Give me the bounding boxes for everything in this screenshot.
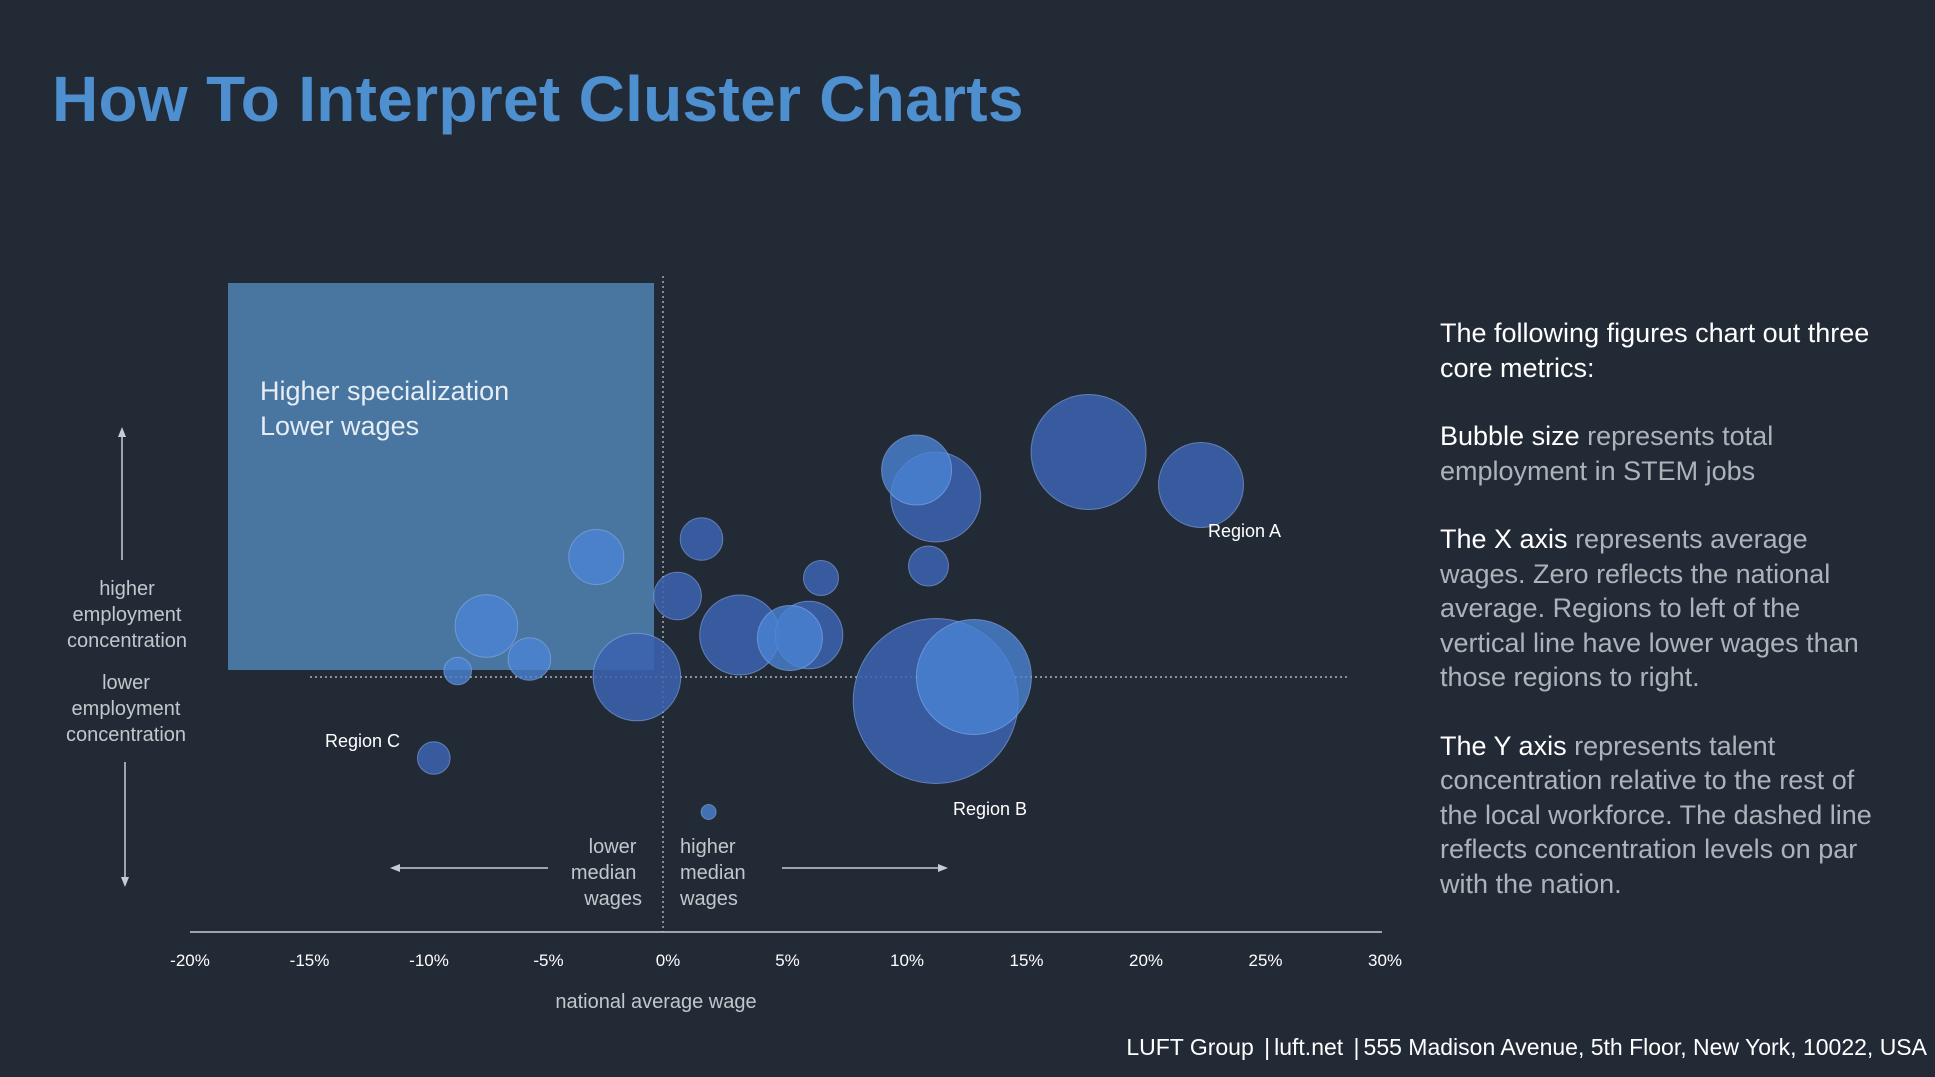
x-tick-label: 5% (775, 951, 800, 970)
bubble-14 (1030, 394, 1147, 510)
x-tick-label: -15% (290, 951, 330, 970)
lower-wages-label: lower median wages (571, 836, 642, 910)
explanation-intro: The following figures chart out three co… (1440, 318, 1870, 383)
footer-address: 555 Madison Avenue, 5th Floor, New York,… (1363, 1034, 1927, 1060)
x-tick-label: 30% (1368, 951, 1402, 970)
higher-wages-label: higher median wages (679, 836, 751, 910)
bubble-5 (679, 517, 724, 561)
explanation-y-axis: The Y axis represents talent concentrati… (1440, 730, 1872, 899)
bubble-13 (908, 545, 949, 587)
footer: LUFT Group | luft.net | 555 Madison Avenue… (1126, 1034, 1927, 1060)
x-tick-layer: -20% -15% -10% -5% 0% 5% 10% 15% 20% 25% 30% (170, 951, 1402, 970)
explanation-panel: The following figures chart out three co… (1440, 316, 1880, 935)
slide-title: How To Interpret Cluster Charts (52, 63, 1024, 135)
highlight-box-line1: Higher specialization (260, 376, 509, 406)
bubble-8 (756, 605, 823, 671)
region-a-label: Region A (1208, 521, 1281, 541)
bubble-0 (568, 529, 625, 585)
higher-concentration-label: higher employment concentration (66, 578, 188, 652)
highlight-box-line2: Lower wages (260, 411, 419, 441)
footer-org: LUFT Group (1126, 1034, 1254, 1060)
x-tick-label: -10% (409, 951, 449, 970)
x-tick-label: -5% (533, 951, 563, 970)
region-c-label: Region C (325, 731, 400, 751)
explanation-bubble-size: Bubble size represents total employment … (1440, 421, 1774, 486)
bubble-19 (700, 804, 717, 820)
lower-concentration-label: lower employment concentration (65, 672, 187, 746)
footer-site: luft.net (1274, 1034, 1344, 1060)
bubble-3 (443, 656, 473, 686)
x-tick-label: 0% (656, 951, 681, 970)
bubble-15 (1158, 442, 1244, 528)
x-tick-label: 20% (1129, 951, 1163, 970)
explanation-x-axis: The X axis represents average wages. Zer… (1440, 524, 1859, 692)
bubble-layer (417, 394, 1244, 820)
bubble-2 (507, 637, 552, 681)
bubble-18 (417, 741, 451, 775)
x-tick-label: 25% (1248, 951, 1282, 970)
x-tick-label: 15% (1009, 951, 1043, 970)
bubble-11 (881, 434, 953, 506)
bubble-10 (803, 560, 839, 596)
bubble-17 (915, 619, 1032, 735)
bubble-4 (592, 632, 682, 722)
bubble-6 (653, 571, 702, 621)
x-tick-label: 10% (890, 951, 924, 970)
region-b-label: Region B (953, 799, 1027, 819)
highlight-box (228, 283, 654, 670)
bubble-1 (454, 594, 519, 658)
x-axis-title: national average wage (555, 991, 756, 1013)
x-tick-label: -20% (170, 951, 210, 970)
